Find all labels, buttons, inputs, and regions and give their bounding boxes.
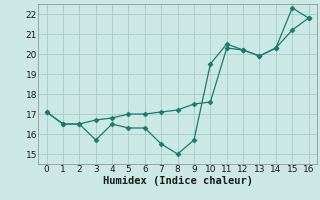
- X-axis label: Humidex (Indice chaleur): Humidex (Indice chaleur): [103, 176, 252, 186]
